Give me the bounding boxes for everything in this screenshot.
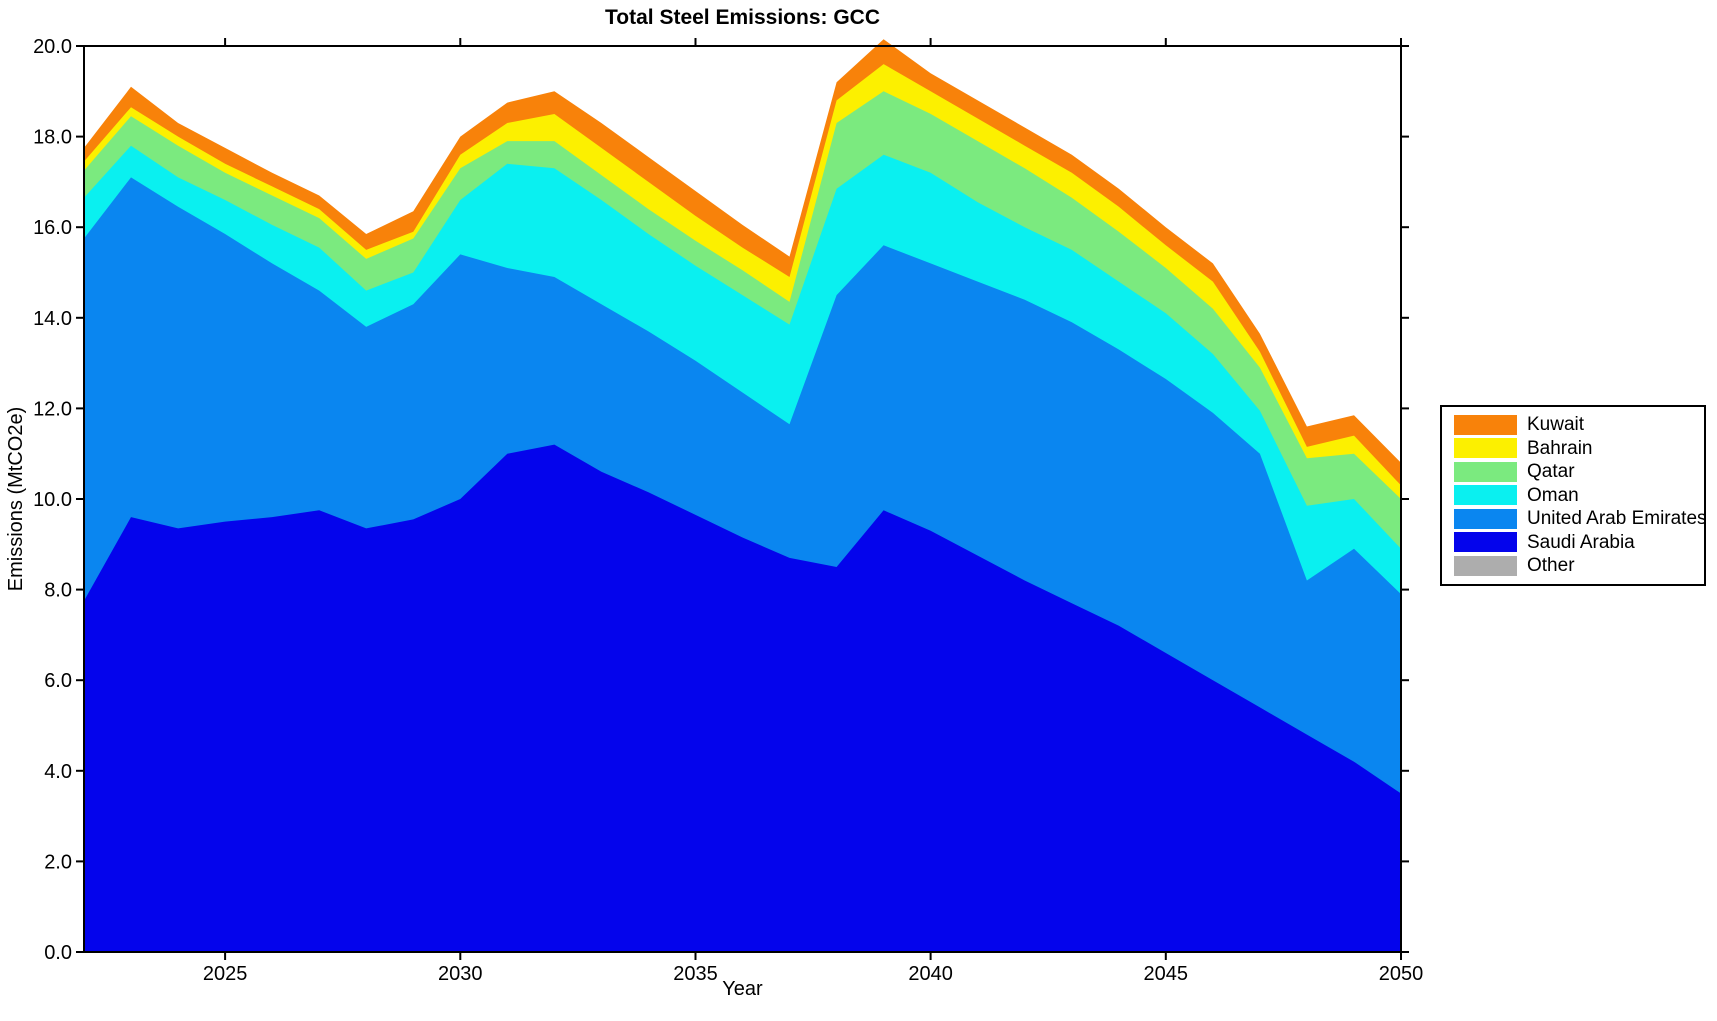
legend-label: United Arab Emirates bbox=[1527, 508, 1707, 530]
x-tick-label: 2030 bbox=[438, 963, 483, 985]
y-tick-label: 10.0 bbox=[33, 489, 72, 511]
y-tick-label: 16.0 bbox=[33, 217, 72, 239]
legend-swatch bbox=[1454, 461, 1517, 482]
legend-swatch bbox=[1454, 485, 1517, 506]
legend-item-bahrain: Bahrain bbox=[1454, 437, 1704, 461]
legend-label: Qatar bbox=[1527, 461, 1575, 483]
legend-label: Kuwait bbox=[1527, 414, 1585, 436]
legend-item-kuwait: Kuwait bbox=[1454, 413, 1704, 437]
legend-swatch bbox=[1454, 555, 1517, 576]
legend-swatch bbox=[1454, 414, 1517, 435]
y-axis-label: Emissions (MtCO2e) bbox=[5, 407, 27, 591]
y-tick-label: 6.0 bbox=[44, 670, 72, 692]
legend-label: Saudi Arabia bbox=[1527, 531, 1635, 553]
legend-item-united-arab-emirates: United Arab Emirates bbox=[1454, 507, 1707, 531]
legend-label: Bahrain bbox=[1527, 437, 1593, 459]
y-tick-label: 8.0 bbox=[44, 580, 72, 602]
y-tick-label: 2.0 bbox=[44, 851, 72, 873]
legend-swatch bbox=[1454, 438, 1517, 459]
legend-item-saudi-arabia: Saudi Arabia bbox=[1454, 531, 1704, 555]
y-tick-label: 0.0 bbox=[44, 942, 72, 964]
legend-item-qatar: Qatar bbox=[1454, 460, 1704, 484]
y-tick-label: 18.0 bbox=[33, 127, 72, 149]
x-tick-label: 2045 bbox=[1144, 963, 1189, 985]
y-tick-label: 12.0 bbox=[33, 398, 72, 420]
y-tick-label: 14.0 bbox=[33, 308, 72, 330]
legend-label: Other bbox=[1527, 555, 1575, 577]
x-tick-label: 2025 bbox=[203, 963, 248, 985]
x-tick-label: 2040 bbox=[908, 963, 953, 985]
chart-title: Total Steel Emissions: GCC bbox=[605, 6, 880, 29]
y-tick-label: 20.0 bbox=[33, 36, 72, 58]
x-axis-label: Year bbox=[722, 978, 763, 1000]
x-tick-label: 2035 bbox=[673, 963, 718, 985]
area-series-saudi-arabia bbox=[84, 444, 1401, 952]
legend-item-oman: Oman bbox=[1454, 484, 1704, 508]
legend-swatch bbox=[1454, 532, 1517, 553]
legend-item-other: Other bbox=[1454, 554, 1704, 578]
legend-swatch bbox=[1454, 508, 1517, 529]
legend-label: Oman bbox=[1527, 484, 1579, 506]
y-tick-label: 4.0 bbox=[44, 761, 72, 783]
x-tick-label: 2050 bbox=[1379, 963, 1424, 985]
legend: Kuwait Bahrain Qatar Oman United Arab Emirat… bbox=[1440, 405, 1707, 586]
